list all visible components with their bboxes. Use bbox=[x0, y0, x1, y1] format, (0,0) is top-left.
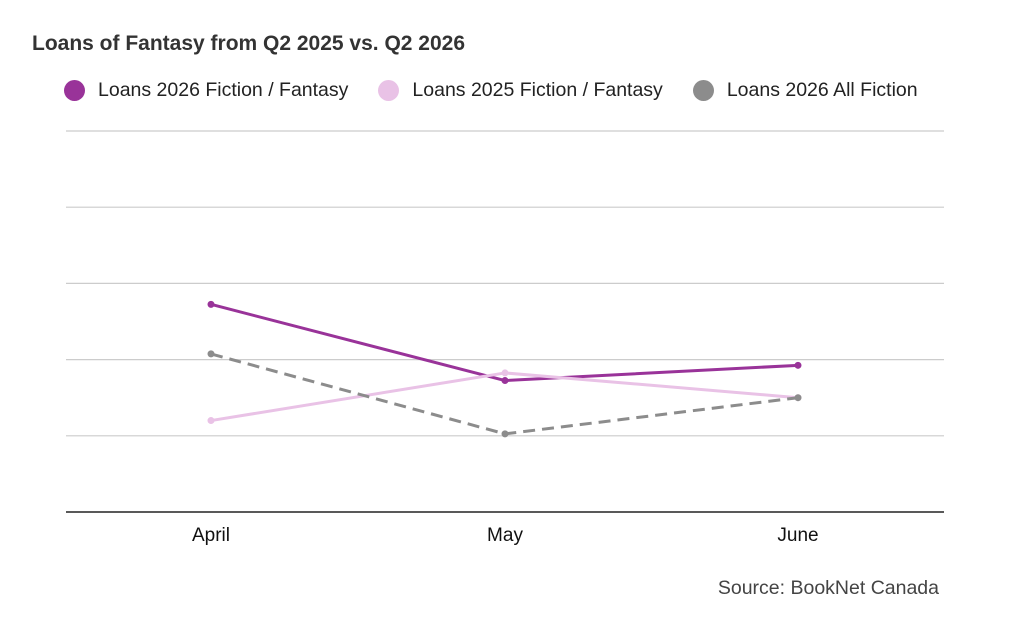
legend-item: Loans 2026 All Fiction bbox=[692, 79, 918, 102]
legend-label: Loans 2026 All Fiction bbox=[726, 79, 918, 101]
legend-swatch bbox=[692, 80, 714, 101]
x-tick-label: June bbox=[777, 525, 818, 546]
source-note: Source: BookNet Canada bbox=[717, 577, 939, 599]
legend-item: Loans 2026 Fiction / Fantasy bbox=[64, 79, 348, 102]
data-point bbox=[501, 377, 509, 385]
data-point bbox=[501, 430, 509, 438]
legend: Loans 2026 Fiction / Fantasy Loans 2025 F… bbox=[64, 79, 918, 102]
data-point bbox=[501, 369, 509, 377]
legend-label: Loans 2026 Fiction / Fantasy bbox=[98, 79, 349, 101]
x-tick-label: April bbox=[192, 525, 230, 546]
legend-item: Loans 2025 Fiction / Fantasy bbox=[378, 79, 663, 102]
legend-swatch bbox=[64, 80, 85, 101]
x-tick-label: May bbox=[487, 525, 523, 546]
legend-swatch bbox=[378, 80, 400, 101]
data-point bbox=[794, 361, 802, 369]
data-point bbox=[207, 417, 215, 425]
series-line bbox=[210, 302, 799, 383]
series-line bbox=[210, 352, 799, 436]
data-point bbox=[207, 300, 215, 308]
data-point bbox=[794, 394, 802, 402]
chart-title: Loans of Fantasy from Q2 2025 vs. Q2 202… bbox=[32, 32, 466, 55]
data-point bbox=[207, 350, 215, 358]
legend-label: Loans 2025 Fiction / Fantasy bbox=[412, 79, 663, 101]
